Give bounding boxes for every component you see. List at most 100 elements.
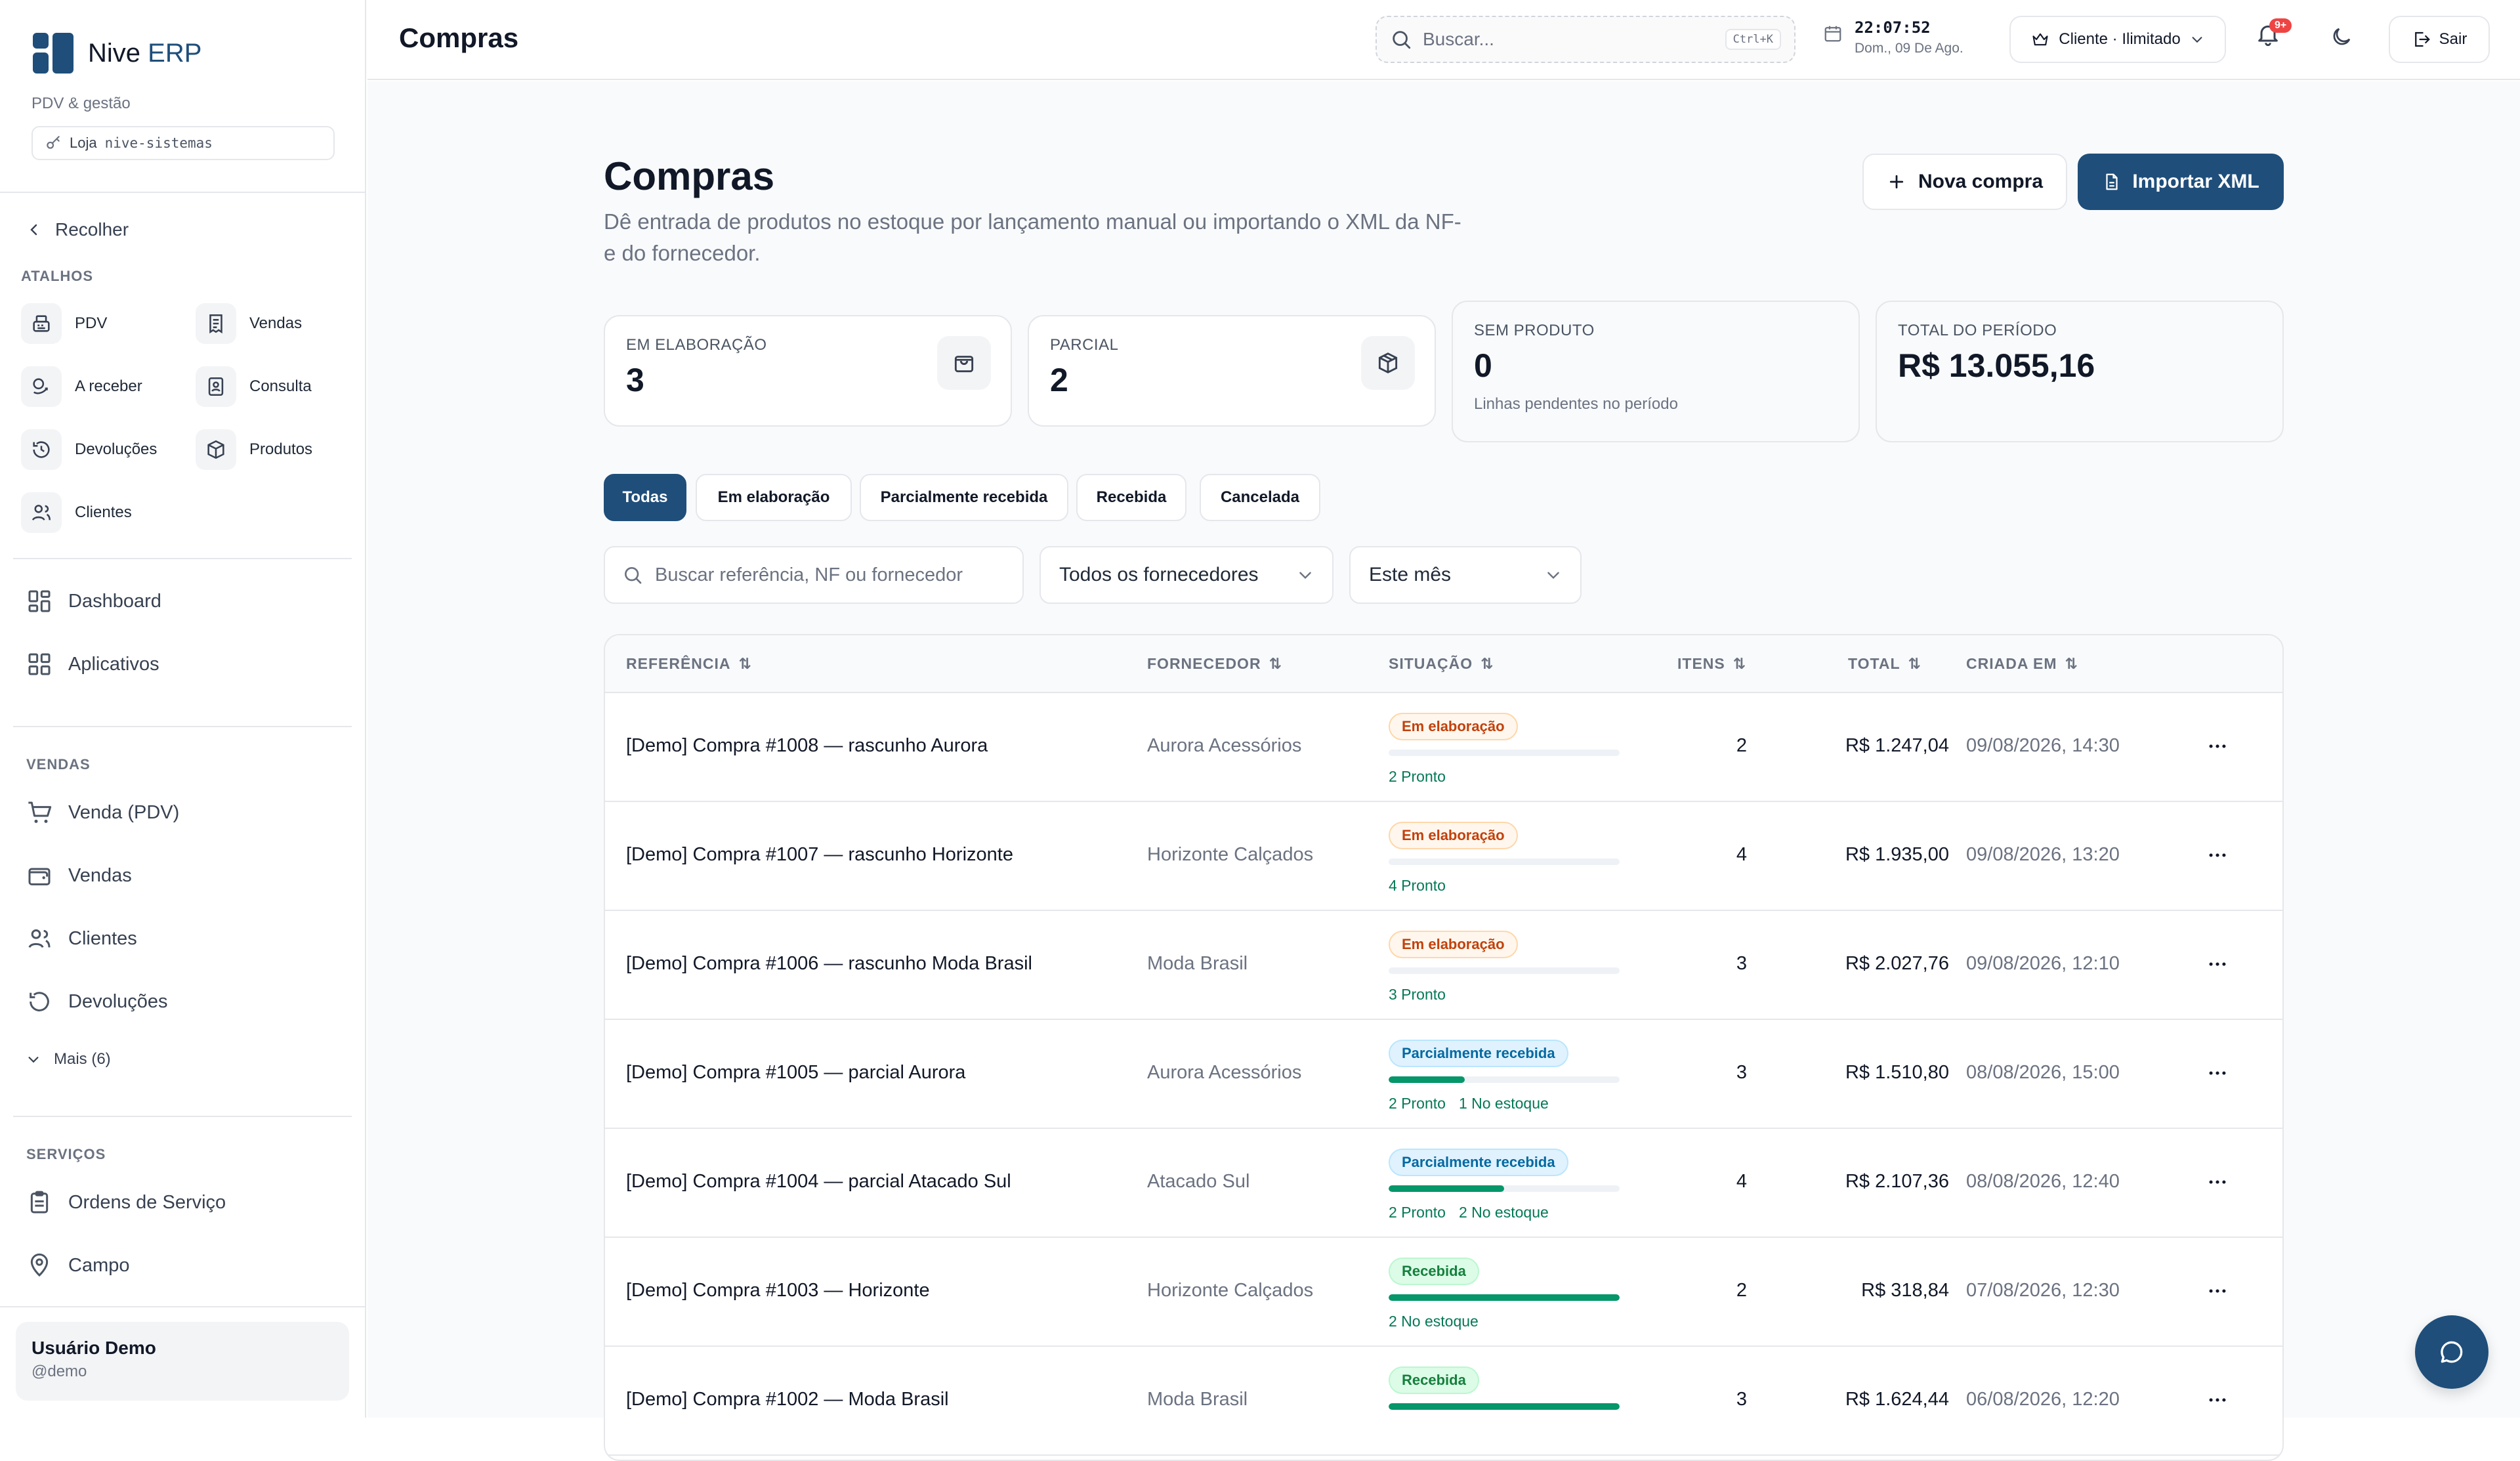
- nav-label: Campo: [68, 1254, 130, 1276]
- row-actions-button[interactable]: [2206, 953, 2229, 981]
- row-actions-button[interactable]: [2206, 735, 2229, 763]
- shortcut-a-receber[interactable]: A receber: [21, 366, 142, 407]
- more-horizontal-icon: [2209, 853, 2226, 857]
- nav-vendas[interactable]: Vendas: [26, 862, 132, 889]
- notifications-badge: 9+: [2269, 18, 2292, 33]
- package-icon: [1361, 336, 1415, 390]
- global-search-input[interactable]: Buscar... Ctrl+K: [1376, 16, 1796, 63]
- chevron-down-icon: [1547, 572, 1559, 580]
- clock-time: 22:07:52: [1855, 18, 1931, 37]
- items-count: 2: [1736, 1280, 1747, 1301]
- purchase-reference[interactable]: [Demo] Compra #1002 — Moda Brasil: [626, 1389, 949, 1410]
- plus-icon: [1889, 175, 1904, 189]
- period-select[interactable]: Este mês: [1349, 546, 1582, 604]
- stock-status: 1 No estoque: [1458, 1095, 1549, 1112]
- status-cell: Parcialmente recebida 2 Pronto 1 No estoqu…: [1389, 1040, 1625, 1112]
- import-xml-button[interactable]: Importar XML: [2078, 154, 2284, 210]
- plan-selector[interactable]: Cliente · Ilimitado: [2009, 16, 2226, 63]
- shortcut-label: Clientes: [75, 503, 132, 521]
- shortcut-label: Consulta: [249, 377, 312, 395]
- table-row[interactable]: [Demo] Compra #1004 — parcial Atacado Su…: [605, 1129, 2282, 1238]
- column-header-referencia[interactable]: REFERÊNCIA ⇅: [626, 655, 752, 673]
- stock-status: 2 No estoque: [1389, 1313, 1479, 1330]
- brand[interactable]: Nive ERP: [33, 33, 201, 74]
- theme-toggle-button[interactable]: [2330, 25, 2353, 53]
- table-row[interactable]: [Demo] Compra #1006 — rascunho Moda Bras…: [605, 911, 2282, 1020]
- table-row[interactable]: [Demo] Compra #1003 — Horizonte Horizonte…: [605, 1238, 2282, 1347]
- row-actions-button[interactable]: [2206, 1389, 2229, 1416]
- purchase-reference[interactable]: [Demo] Compra #1003 — Horizonte: [626, 1280, 930, 1301]
- purchase-reference[interactable]: [Demo] Compra #1005 — parcial Aurora: [626, 1062, 966, 1083]
- logout-button[interactable]: Sair: [2389, 16, 2490, 63]
- receipt-progress-bar: [1389, 1076, 1620, 1083]
- shortcut-clientes[interactable]: Clientes: [21, 492, 132, 533]
- sort-icon: ⇅: [1732, 655, 1747, 672]
- new-purchase-button[interactable]: Nova compra: [1862, 154, 2067, 210]
- table-row[interactable]: [Demo] Compra #1005 — parcial Aurora Auro…: [605, 1020, 2282, 1129]
- purchase-search-input[interactable]: Buscar referência, NF ou fornecedor: [604, 546, 1024, 604]
- row-actions-button[interactable]: [2206, 1171, 2229, 1198]
- sort-icon: ⇅: [1269, 655, 1282, 672]
- tab-cancelada[interactable]: Cancelada: [1200, 474, 1320, 521]
- nav-aplicativos[interactable]: Aplicativos: [26, 651, 159, 677]
- collapse-sidebar-button[interactable]: Recolher: [26, 219, 129, 240]
- table-row[interactable]: [Demo] Compra #1007 — rascunho Horizonte…: [605, 802, 2282, 911]
- purchase-reference[interactable]: [Demo] Compra #1007 — rascunho Horizonte: [626, 844, 1013, 865]
- column-label: CRIADA EM: [1966, 655, 2057, 672]
- shortcut-pdv[interactable]: PDV: [21, 303, 107, 344]
- shortcut-consulta[interactable]: Consulta: [196, 366, 312, 407]
- status-cell: Em elaboração 4 Pronto: [1389, 822, 1625, 895]
- purchase-reference[interactable]: [Demo] Compra #1008 — rascunho Aurora: [626, 735, 988, 756]
- user-card[interactable]: Usuário Demo @demo: [16, 1322, 349, 1401]
- chat-button[interactable]: [2415, 1315, 2488, 1389]
- nav-dashboard[interactable]: Dashboard: [26, 588, 161, 614]
- row-actions-button[interactable]: [2206, 844, 2229, 872]
- row-actions-button[interactable]: [2206, 1280, 2229, 1307]
- nav-label: Venda (PDV): [68, 801, 180, 823]
- nav-campo[interactable]: Campo: [26, 1252, 130, 1279]
- shortcut-vendas[interactable]: Vendas: [196, 303, 302, 344]
- supplier-name: Moda Brasil: [1147, 1389, 1248, 1410]
- supplier-select[interactable]: Todos os fornecedores: [1040, 546, 1334, 604]
- column-header-criada-em[interactable]: CRIADA EM ⇅: [1966, 655, 2078, 673]
- tab-todas[interactable]: Todas: [604, 474, 686, 521]
- nav-venda-pdv[interactable]: Venda (PDV): [26, 799, 179, 826]
- column-header-situacao[interactable]: SITUAÇÃO ⇅: [1389, 655, 1494, 673]
- receipt-progress-bar: [1389, 750, 1620, 756]
- status-badge: Em elaboração: [1389, 931, 1518, 958]
- kpi-label: EM ELABORAÇÃO: [626, 336, 767, 354]
- table-row[interactable]: [Demo] Compra #1008 — rascunho Aurora Aur…: [605, 693, 2282, 802]
- nav-more-button[interactable]: Mais (6): [26, 1050, 111, 1069]
- created-at: 07/08/2026, 12:30: [1966, 1280, 2120, 1301]
- page-description: Dê entrada de produtos no estoque por la…: [604, 209, 1461, 265]
- stock-status: 3 Pronto: [1389, 986, 1446, 1003]
- row-actions-button[interactable]: [2206, 1062, 2229, 1090]
- notifications-button[interactable]: 9+: [2255, 18, 2292, 52]
- apps-icon: [28, 653, 51, 675]
- nav-devolucoes[interactable]: Devoluções: [26, 988, 168, 1015]
- column-header-itens[interactable]: ITENS ⇅: [1677, 655, 1746, 673]
- purchase-reference[interactable]: [Demo] Compra #1004 — parcial Atacado Su…: [626, 1171, 1011, 1192]
- shortcut-label: Devoluções: [75, 440, 158, 458]
- nav-clientes[interactable]: Clientes: [26, 925, 137, 952]
- tab-em-elaboracao[interactable]: Em elaboração: [696, 474, 852, 521]
- more-horizontal-icon: [2209, 1180, 2226, 1184]
- stock-status: 2 Pronto: [1389, 1095, 1446, 1112]
- topbar: Compras Buscar... Ctrl+K 22:07:52 Dom., …: [368, 0, 2520, 80]
- items-count: 2: [1736, 735, 1747, 756]
- table-row[interactable]: [Demo] Compra #1002 — Moda Brasil Moda Br…: [605, 1347, 2282, 1456]
- tab-recebida[interactable]: Recebida: [1076, 474, 1186, 521]
- divider: [13, 726, 352, 727]
- column-header-fornecedor[interactable]: FORNECEDOR ⇅: [1147, 655, 1282, 673]
- purchase-total: R$ 2.107,36: [1845, 1171, 1949, 1192]
- nav-ordens-de-servico[interactable]: Ordens de Serviço: [26, 1189, 226, 1216]
- column-header-total[interactable]: TOTAL ⇅: [1848, 655, 1922, 673]
- brand-name: Nive ERP: [88, 39, 201, 68]
- purchase-reference[interactable]: [Demo] Compra #1006 — rascunho Moda Bras…: [626, 953, 1032, 974]
- stock-summary: 2 Pronto: [1389, 768, 1625, 786]
- tab-parcialmente-recebida[interactable]: Parcialmente recebida: [860, 474, 1068, 521]
- shortcut-devolucoes[interactable]: Devoluções: [21, 429, 157, 470]
- shortcut-produtos[interactable]: Produtos: [196, 429, 312, 470]
- store-selector[interactable]: Loja nive-sistemas: [32, 126, 335, 160]
- purchase-search-placeholder: Buscar referência, NF ou fornecedor: [655, 564, 963, 585]
